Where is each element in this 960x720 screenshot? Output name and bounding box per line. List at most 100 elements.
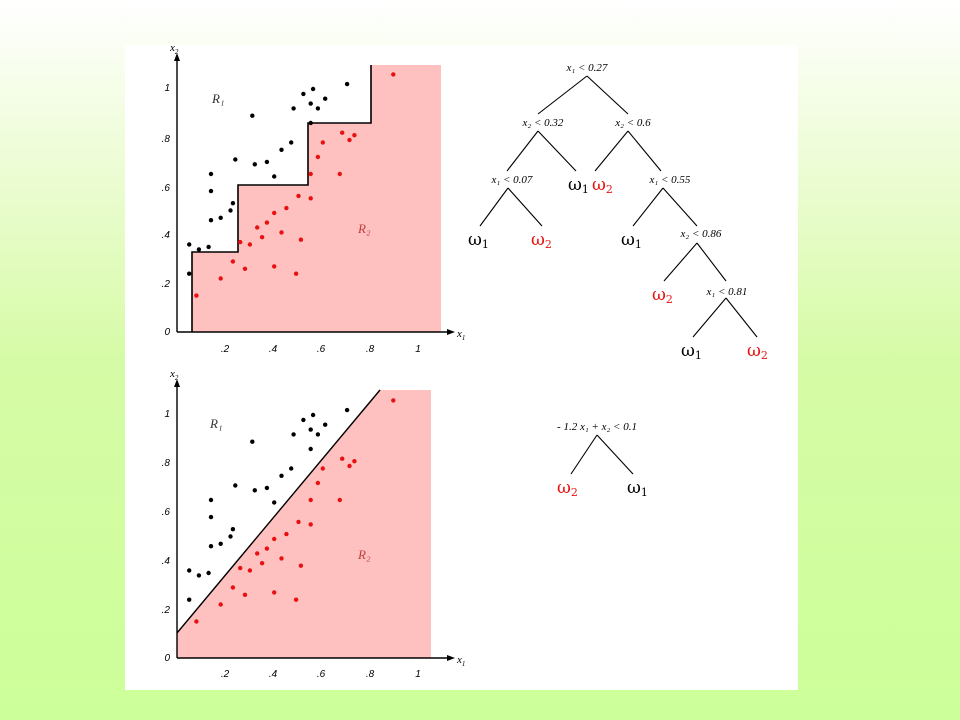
bottom-x-axis-label: x1 bbox=[456, 654, 465, 668]
top-region-2-area bbox=[192, 65, 441, 332]
class-1-point bbox=[196, 573, 202, 578]
bottom-decision-tree: - 1.2 x₁ + x₂ < 0.1 ω2 ω1 bbox=[557, 421, 648, 499]
top-y-tick-06: .6 bbox=[162, 183, 171, 194]
class-1-point bbox=[230, 201, 236, 206]
bottom-y-tick-08: .8 bbox=[162, 458, 171, 469]
tree-edge bbox=[507, 187, 543, 227]
class-1-point bbox=[218, 215, 223, 220]
tree-condition-x2-032: x₂ < 0.32 bbox=[522, 117, 564, 129]
class-1-point bbox=[208, 188, 214, 194]
class-2-point bbox=[279, 230, 284, 235]
class-1-point bbox=[323, 96, 328, 101]
top-y-axis-arrow bbox=[174, 53, 180, 61]
bottom-partition-plot: x2 x1 1 .8 .6 .4 .2 0 .2 .4 .6 .8 1 R₁ R… bbox=[162, 368, 466, 680]
top-decision-tree bbox=[479, 75, 758, 338]
bottom-x-axis-arrow bbox=[447, 655, 455, 661]
class-1-point bbox=[308, 446, 313, 452]
class-1-point bbox=[344, 407, 350, 413]
class-2-point bbox=[352, 459, 357, 464]
class-1-point bbox=[272, 500, 277, 505]
bottom-y-axis-label: x2 bbox=[169, 368, 179, 382]
class-2-point bbox=[247, 568, 253, 573]
figure-panel: x2 x1 1 .8 .6 .4 .2 0 .2 .4 .6 .8 1 R₁ R… bbox=[125, 45, 798, 690]
class-1-point bbox=[301, 417, 306, 423]
class-2-point bbox=[272, 536, 277, 542]
class-1-point bbox=[250, 113, 255, 118]
tree-edge bbox=[537, 75, 588, 115]
class-2-point bbox=[340, 456, 345, 461]
tree-edge bbox=[663, 242, 698, 282]
class-2-point bbox=[242, 266, 248, 271]
class-2-point bbox=[284, 205, 289, 211]
top-x-axis-label: x1 bbox=[456, 328, 465, 342]
class-2-point bbox=[255, 225, 260, 230]
class-2-point bbox=[194, 293, 199, 298]
class-1-point bbox=[208, 171, 214, 177]
bottom-x-tick-02: .2 bbox=[221, 669, 230, 680]
tree-leaf-omega-1: ω1 bbox=[621, 230, 642, 251]
bottom-region-2-area bbox=[177, 390, 431, 658]
top-region-2-label: R₂ bbox=[357, 221, 371, 236]
class-1-point bbox=[264, 485, 270, 491]
tree-edge bbox=[594, 130, 629, 172]
class-2-point bbox=[293, 271, 299, 276]
class-2-point bbox=[259, 235, 265, 240]
tree-condition-x1-007: x₁ < 0.07 bbox=[491, 174, 533, 186]
class-2-point bbox=[218, 276, 223, 281]
class-1-point bbox=[272, 174, 277, 179]
class-2-point bbox=[279, 556, 284, 561]
class-1-point bbox=[289, 466, 294, 471]
top-tree-labels: x₁ < 0.27 x₂ < 0.32 x₂ < 0.6 x₁ < 0.07 x… bbox=[468, 62, 768, 362]
class-1-point bbox=[301, 91, 306, 97]
class-2-point bbox=[315, 154, 321, 160]
tree-condition-root: x₁ < 0.27 bbox=[566, 62, 608, 74]
class-2-point bbox=[293, 597, 299, 602]
class-1-point bbox=[230, 527, 236, 532]
top-x-tick-1: 1 bbox=[415, 344, 421, 355]
class-2-point bbox=[264, 220, 270, 225]
top-x-tick-02: .2 bbox=[221, 344, 230, 355]
class-2-point bbox=[255, 551, 260, 556]
bottom-region-2-label: R₂ bbox=[357, 547, 371, 562]
class-2-point bbox=[296, 519, 301, 525]
class-1-point bbox=[252, 162, 257, 167]
tree-edge bbox=[479, 187, 509, 227]
class-1-point bbox=[233, 157, 238, 162]
class-2-point bbox=[337, 171, 342, 177]
class-1-point bbox=[250, 439, 255, 444]
class-1-point bbox=[291, 432, 296, 437]
top-region-1-label: R₁ bbox=[211, 91, 224, 106]
bottom-data-points bbox=[187, 398, 396, 624]
class-2-point bbox=[352, 133, 357, 138]
class-1-point bbox=[315, 106, 321, 111]
class-2-point bbox=[238, 239, 243, 245]
class-1-point bbox=[344, 81, 350, 87]
top-partition-plot: x2 x1 1 .8 .6 .4 .2 0 .2 .4 .6 .8 1 R₁ R… bbox=[162, 45, 466, 355]
bottom-y-tick-0: 0 bbox=[164, 653, 170, 664]
tree-condition-x1-081: x₁ < 0.81 bbox=[706, 286, 748, 298]
tree-edge bbox=[537, 130, 577, 172]
class-1-point bbox=[187, 597, 192, 602]
class-1-point bbox=[279, 473, 284, 478]
top-y-tick-04: .4 bbox=[162, 230, 171, 241]
tree-leaf-omega-1: ω1 bbox=[681, 341, 702, 362]
tree-edge bbox=[696, 242, 727, 282]
tree-leaf-omega-1: ω1 bbox=[468, 230, 489, 251]
class-1-point bbox=[228, 534, 233, 539]
class-2-point bbox=[308, 171, 313, 177]
class-1-point bbox=[206, 244, 211, 250]
class-1-point bbox=[208, 514, 214, 520]
class-2-point bbox=[218, 602, 223, 607]
class-2-point bbox=[347, 463, 352, 469]
tree-edge bbox=[570, 434, 598, 475]
class-1-point bbox=[289, 140, 294, 145]
class-2-point bbox=[272, 590, 277, 595]
class-2-point bbox=[391, 398, 396, 403]
class-2-point bbox=[284, 531, 289, 537]
class-2-point bbox=[272, 264, 277, 269]
class-2-point bbox=[242, 592, 248, 597]
class-2-point bbox=[320, 140, 325, 145]
top-decision-boundary bbox=[191, 65, 372, 332]
tree-condition-x2-086: x₂ < 0.86 bbox=[680, 228, 722, 240]
bottom-y-tick-1: 1 bbox=[164, 409, 170, 420]
